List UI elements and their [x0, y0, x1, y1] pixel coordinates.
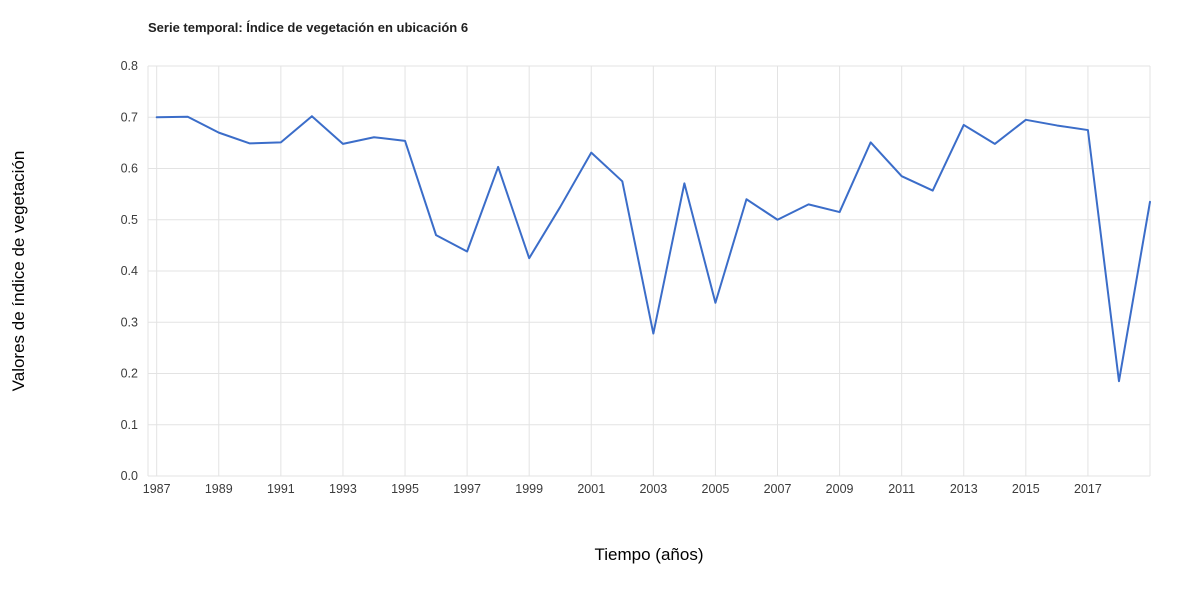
- x-tick-label: 1999: [515, 482, 543, 496]
- x-tick-label: 2001: [577, 482, 605, 496]
- x-tick-label: 1991: [267, 482, 295, 496]
- vegetation-index-line: [155, 115, 1151, 383]
- x-tick-label: 1995: [391, 482, 419, 496]
- y-tick-label: 0.8: [121, 59, 138, 73]
- x-tick-label: 1997: [453, 482, 481, 496]
- x-tick-label: 2011: [888, 482, 915, 496]
- x-tick-label: 2009: [826, 482, 854, 496]
- x-tick-label: 2007: [764, 482, 792, 496]
- y-tick-label: 0.3: [121, 315, 138, 329]
- y-tick-label: 0.0: [121, 469, 138, 483]
- x-axis-title: Tiempo (años): [594, 545, 704, 564]
- y-tick-label: 0.7: [121, 110, 138, 124]
- chart-title: Serie temporal: Índice de vegetación en …: [148, 20, 469, 35]
- x-tick-label: 2003: [639, 482, 667, 496]
- y-tick-label: 0.1: [121, 418, 138, 432]
- tick-labels: 0.0 0.1 0.2 0.3 0.4 0.5 0.6 0.7 0.8 1987 1989 1991 1…: [121, 59, 1102, 496]
- y-tick-label: 0.4: [121, 264, 138, 278]
- y-tick-label: 0.2: [121, 367, 138, 381]
- y-tick-label: 0.5: [121, 213, 138, 227]
- gridlines: [147, 65, 1151, 477]
- x-tick-label: 1987: [143, 482, 171, 496]
- x-tick-label: 2005: [702, 482, 730, 496]
- x-tick-label: 1993: [329, 482, 357, 496]
- x-tick-label: 2017: [1074, 482, 1102, 496]
- y-axis-title: Valores de índice de vegetación: [9, 150, 28, 392]
- x-tick-label: 2013: [950, 482, 978, 496]
- x-tick-label: 2015: [1012, 482, 1040, 496]
- y-tick-label: 0.6: [121, 162, 138, 176]
- x-tick-label: 1989: [205, 482, 233, 496]
